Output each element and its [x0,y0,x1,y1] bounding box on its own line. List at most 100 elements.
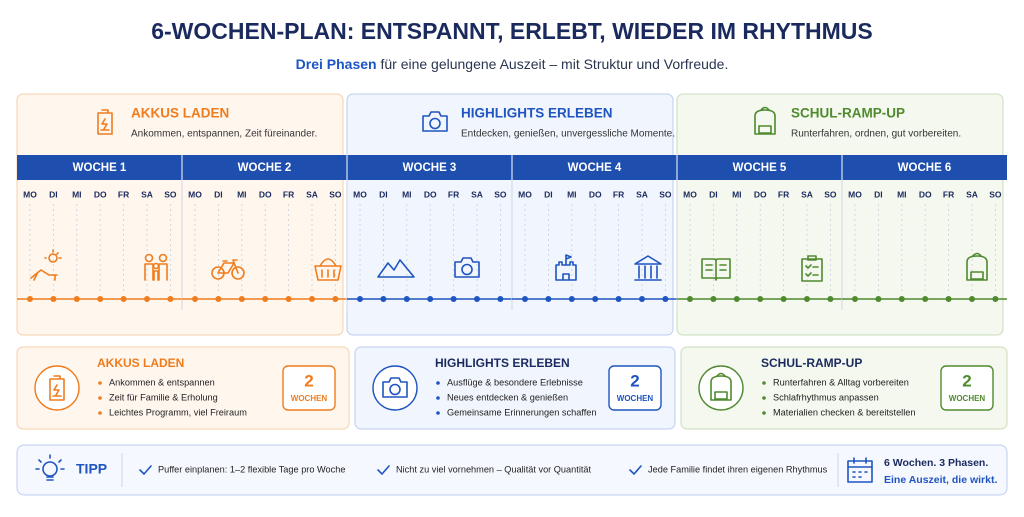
week-label: WOCHE 3 [403,162,457,174]
day-label: MI [402,189,411,199]
day-dot [238,296,245,302]
bullet [436,411,440,415]
day-dot [50,296,57,302]
card-item: Ankommen & entspannen [109,377,215,387]
card-item: Materialien checken & bereitstellen [773,407,915,417]
day-dot [309,296,315,302]
tip-item: Puffer einplanen: 1–2 flexible Tage pro … [158,464,345,474]
day-label: SA [966,189,978,199]
day-label: SA [141,189,153,199]
card-title: SCHUL-RAMP-UP [761,356,862,370]
day-label: DI [874,189,883,199]
day-dot [852,296,858,302]
day-label: SO [164,189,177,199]
day-dot [262,296,269,302]
tip-bar [16,444,1008,496]
weeks-unit: WOCHEN [949,394,986,403]
check-icon [139,465,152,476]
bullet [762,396,766,400]
icon-circle [48,253,58,263]
icon-path [634,255,662,281]
bullet [98,381,102,385]
phase-title: HIGHLIGHTS ERLEBEN [461,106,613,121]
icon-path [382,377,408,398]
card-icon-circle [372,365,418,411]
weeks-box [608,365,662,411]
subtitle: Drei Phasen für eine gelungene Auszeit –… [296,56,729,72]
day-label: MO [188,189,202,199]
day-dot [215,296,222,302]
icon-circle [429,117,441,130]
icon-path [49,375,65,401]
icon-museum [634,255,662,281]
day-label: FR [283,189,294,199]
day-dot [474,296,480,302]
day-dot [780,296,787,302]
day-label: FR [448,189,459,199]
tip-item: Jede Familie findet ihren eigenen Rhythm… [648,464,828,474]
subtitle-highlight: Drei Phasen [296,56,377,72]
title: 6-WOCHEN-PLAN: ENTSPANNT, ERLEBT, WIEDER… [151,18,873,44]
icon-circle [42,461,58,477]
day-dot [592,296,599,302]
icon-bulb [35,454,65,481]
icon-clipboard [801,255,823,282]
icon-camera [422,111,448,132]
check-icon [629,465,642,476]
icon-camera [454,257,480,278]
week-label: WOCHE 5 [733,162,787,174]
day-label: MI [732,189,741,199]
icon-circle [389,383,401,396]
day-dot [733,296,740,302]
day-label: SA [471,189,483,199]
weeks-unit: WOCHEN [617,394,654,403]
day-dot [73,296,80,302]
week-label: WOCHE 2 [238,162,292,174]
icon-path [701,258,731,281]
week-label: WOCHE 6 [898,162,952,174]
day-label: SA [801,189,813,199]
card-item: Gemeinsame Erinnerungen schaffen [447,407,596,417]
icon-path [454,257,480,278]
icon-calendar [847,457,873,483]
check-icon [377,465,390,476]
phase-title: AKKUS LADEN [131,106,229,121]
day-label: MI [897,189,906,199]
phase-description: Entdecken, genießen, unvergessliche Mome… [461,129,675,140]
card-icon-circle [698,365,744,411]
day-dot [969,296,975,302]
icon-path [801,255,823,282]
icon-backpack [966,252,988,281]
day-label: MO [848,189,862,199]
icon-path [966,252,988,281]
icon-path [217,259,239,274]
card-title: AKKUS LADEN [97,356,184,370]
phase-card [354,346,676,430]
bullet [762,381,766,385]
card-icon-circle [34,365,80,411]
day-label: DO [94,189,107,199]
day-dot [97,296,104,302]
icon-bike [211,259,245,280]
day-dot [568,296,575,302]
bullet [762,411,766,415]
icon-backpack [754,106,776,135]
day-label: SO [824,189,837,199]
card-item: Zeit für Familie & Erholung [109,392,218,402]
day-dot [639,296,645,302]
day-label: DO [259,189,272,199]
bullet [98,411,102,415]
bullet [436,381,440,385]
icon-mountains [377,259,415,278]
icon-book [701,258,731,281]
day-dot [687,296,693,302]
week-label: WOCHE 1 [73,162,127,174]
phase-card [680,346,1008,430]
day-label: FR [778,189,789,199]
day-dot [662,296,669,302]
icon-path [144,263,168,281]
icon-path [30,249,62,281]
day-dot [332,296,339,302]
day-dot [144,296,150,302]
